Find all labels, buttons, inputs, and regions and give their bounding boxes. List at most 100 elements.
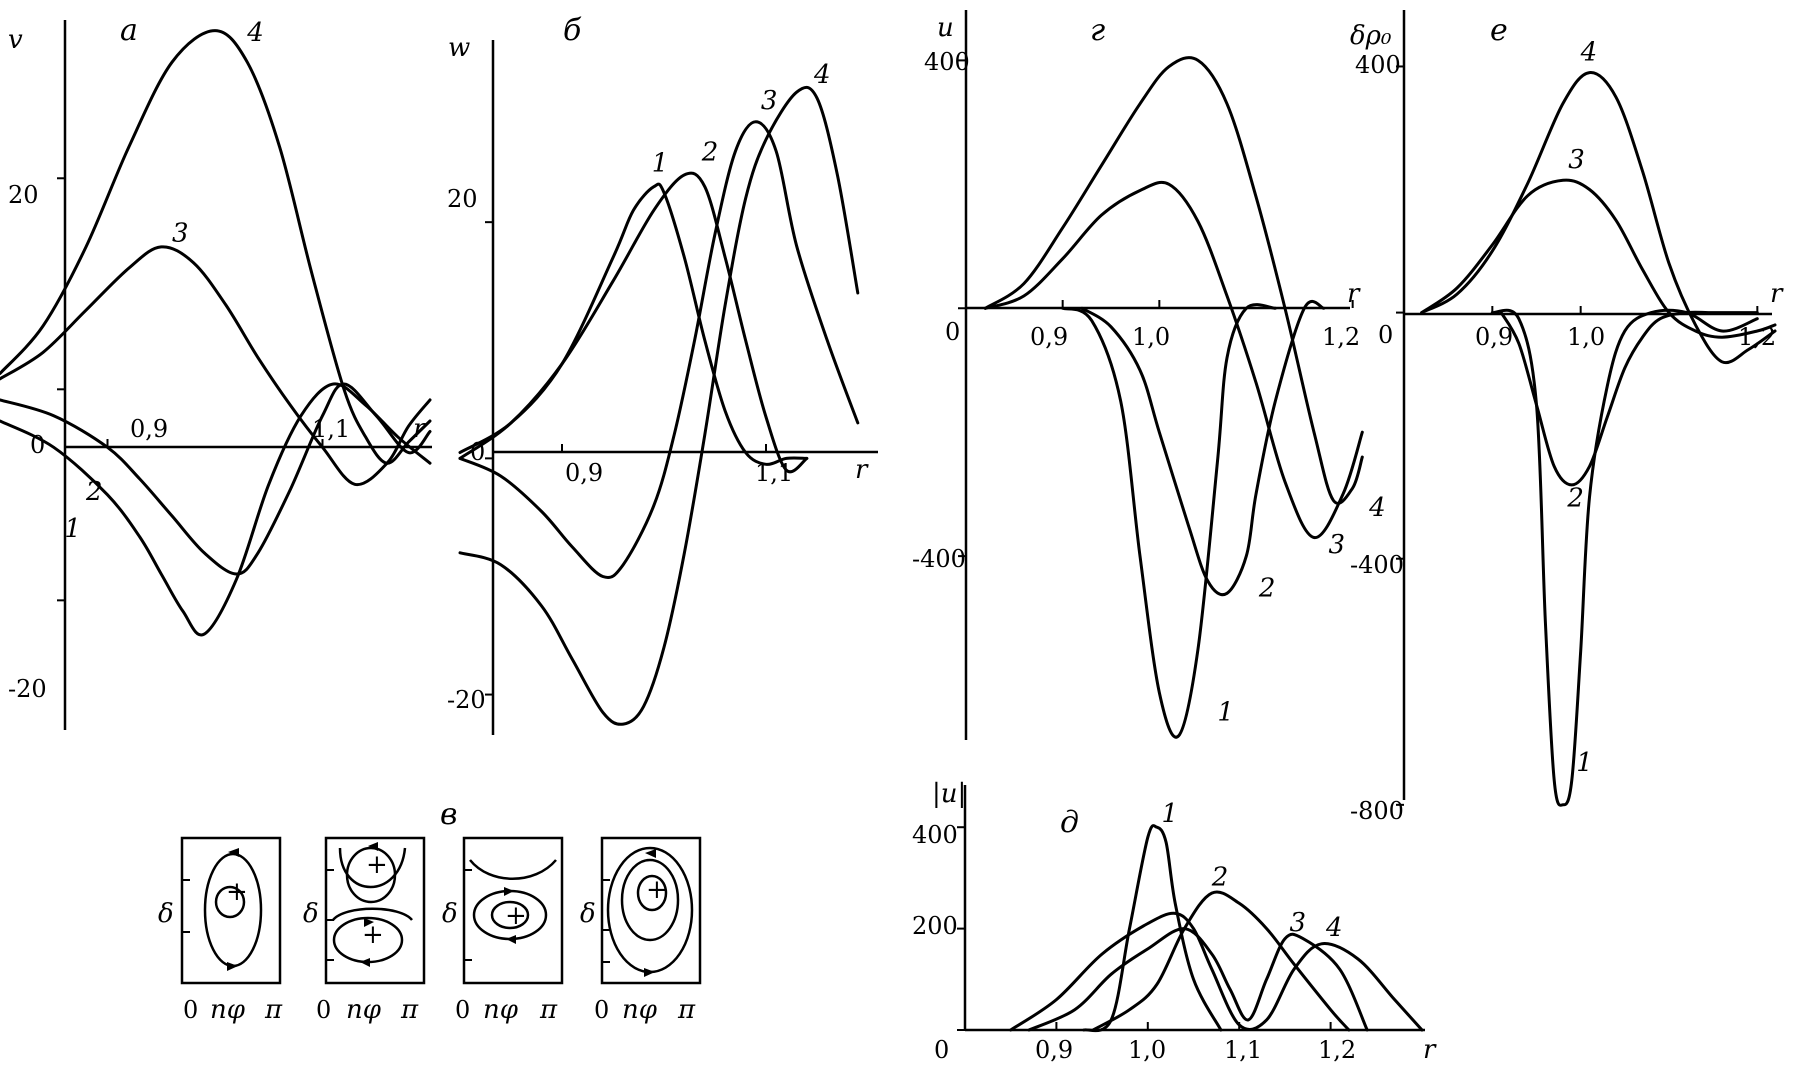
curve-number-a-3: 3 <box>172 219 189 249</box>
xlabel-b: r <box>855 455 869 485</box>
inset-label-v: в <box>440 797 457 832</box>
streamline-box-3: + δ 0 nφ π <box>442 836 564 1025</box>
inset-xtick-1: nφ <box>210 995 246 1025</box>
panel-a: а v r 0,9 1,1 20 0 -20 <box>8 13 427 703</box>
series-line-g-2 <box>1080 299 1326 597</box>
ylabel-a: v <box>8 25 23 55</box>
flow-arrow-icon <box>364 918 374 927</box>
flow-arrow-icon <box>360 958 370 967</box>
series-line-d-1 <box>1082 824 1223 1033</box>
series-line-a-3 <box>0 245 432 487</box>
curve-number-g-1: 1 <box>1217 697 1234 727</box>
xtick-b-0: 0,9 <box>565 459 603 487</box>
box-frame-1 <box>180 836 282 985</box>
inset-xtick-1: nφ <box>346 995 382 1025</box>
xtick-d-1: 1,0 <box>1128 1036 1166 1064</box>
xtick-a-1: 1,1 <box>312 415 350 443</box>
xtick-e-0: 0,9 <box>1475 323 1513 351</box>
ytick-e-2: -400 <box>1350 551 1404 579</box>
series-line-g-3 <box>983 180 1364 539</box>
series-line-b-3 <box>458 120 860 580</box>
vortex-center-plus: + <box>505 901 527 931</box>
curve-number-d-4: 4 <box>1325 913 1343 943</box>
curve-number-d-1: 1 <box>1162 799 1179 829</box>
flow-arrow-icon <box>645 849 656 858</box>
panel-label-d: д <box>1060 805 1079 840</box>
xtick-a-0: 0,9 <box>130 415 168 443</box>
streamline-inner <box>636 874 668 912</box>
xlabel-e: r <box>1770 279 1784 309</box>
panel-b: б w r 0,9 1,1 20 0 -20 <box>447 13 869 714</box>
panel-label-a: а <box>120 13 138 48</box>
ylabel-g: u <box>937 13 954 43</box>
vortex-center-plus: + <box>226 877 248 907</box>
series-line-d-2 <box>1091 890 1351 1032</box>
series-line-e-3 <box>1420 178 1777 339</box>
flow-arrow-icon <box>227 962 238 971</box>
ytick-e-0: 400 <box>1355 51 1401 79</box>
panel-d: д |u| r 0,9 1,0 1,1 1,2 400 200 0 <box>912 779 1437 1065</box>
ytick-a-0: 20 <box>8 181 39 209</box>
panel-e: е δρ₀ r 0,9 1,0 1,2 400 0 -400 -800 <box>1350 13 1784 825</box>
inset-xtick-2: π <box>677 995 696 1025</box>
xtick-d-2: 1,1 <box>1224 1036 1262 1064</box>
box-frame-4 <box>600 836 702 985</box>
ytick-b-0: 20 <box>447 185 478 213</box>
series-line-e-4 <box>1420 71 1777 365</box>
curve-number-d-3: 3 <box>1289 908 1306 938</box>
streamline-top <box>469 859 557 880</box>
panel-label-e: е <box>1490 13 1508 48</box>
flow-arrow-icon <box>228 848 239 857</box>
ylabel-b: w <box>448 33 470 63</box>
ytick-d-1: 200 <box>912 912 958 940</box>
flow-arrow-icon <box>644 968 655 977</box>
curve-number-b-1: 1 <box>652 148 669 178</box>
streamline-mid <box>620 858 680 942</box>
ytick-d-2: 0 <box>934 1036 949 1064</box>
series-line-d-3 <box>1027 927 1369 1032</box>
inset-ylabel: δ <box>580 899 596 929</box>
xtick-g-1: 1,0 <box>1132 323 1170 351</box>
ytick-g-2: -400 <box>912 545 966 573</box>
series-line-b-4 <box>458 85 860 726</box>
inset-xtick-0: 0 <box>455 996 470 1024</box>
vortex-center-plus: + <box>366 850 388 880</box>
series-line-g-4 <box>983 56 1364 505</box>
curve-number-b-2: 2 <box>701 138 719 168</box>
inset-xtick-0: 0 <box>594 996 609 1024</box>
inset-xtick-2: π <box>400 995 419 1025</box>
curve-number-a-4: 4 <box>246 18 264 48</box>
series-line-d-4 <box>1009 911 1424 1032</box>
xlabel-g: r <box>1347 279 1361 309</box>
inset-xtick-2: π <box>539 995 558 1025</box>
series-line-b-2 <box>458 171 809 474</box>
xlabel-d: r <box>1423 1035 1437 1065</box>
flow-arrow-icon <box>504 887 514 896</box>
series-line-e-2 <box>1499 310 1759 487</box>
ytick-g-0: 400 <box>924 48 970 76</box>
curve-number-b-4: 4 <box>813 60 831 90</box>
curve-number-b-3: 3 <box>761 86 778 116</box>
xtick-d-0: 0,9 <box>1035 1036 1073 1064</box>
box-frame-2 <box>324 836 426 985</box>
vortex-center-plus: + <box>362 920 384 950</box>
box-frame-3 <box>462 836 564 985</box>
curve-number-a-2: 2 <box>85 477 103 507</box>
inset-v: в + δ 0 nφ π <box>158 797 702 1025</box>
inset-ylabel: δ <box>158 899 174 929</box>
series-line-a-4 <box>0 29 432 465</box>
streamline-lower-open <box>332 907 413 921</box>
flow-arrow-icon <box>368 842 378 851</box>
panel-label-g: г <box>1090 13 1105 48</box>
curve-number-g-4: 4 <box>1368 493 1386 523</box>
streamline-upper-open <box>338 847 407 889</box>
xtick-d-3: 1,2 <box>1318 1036 1356 1064</box>
curve-number-e-2: 2 <box>1566 483 1584 513</box>
inset-ylabel: δ <box>303 899 319 929</box>
ytick-d-0: 400 <box>912 821 958 849</box>
inset-xtick-1: nφ <box>483 995 519 1025</box>
streamline-box-2: + + δ 0 nφ π <box>303 836 426 1025</box>
ytick-g-1: 0 <box>945 318 960 346</box>
